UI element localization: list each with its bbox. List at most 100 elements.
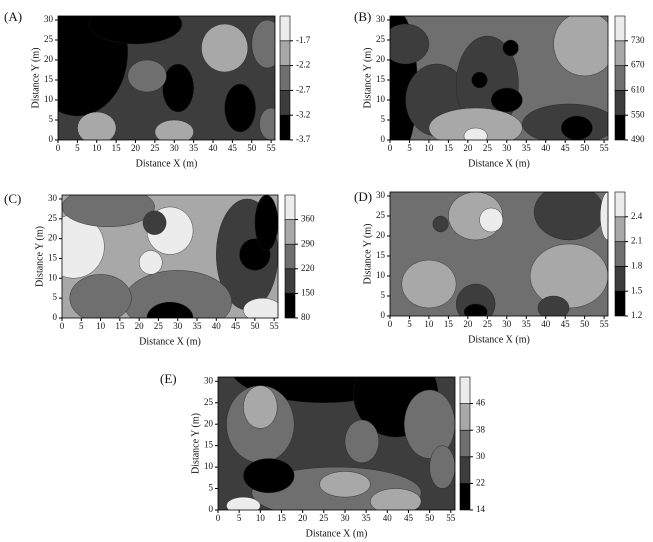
- contour-region: [226, 496, 261, 510]
- contour-region: [319, 471, 371, 498]
- y-tick-label: 20: [376, 230, 386, 240]
- y-tick-label: 30: [204, 375, 214, 385]
- colorbar-tick-label: -2.7: [296, 84, 311, 94]
- y-tick-label: 30: [376, 190, 386, 200]
- x-tick-label: 55: [600, 319, 610, 329]
- contour-region: [463, 303, 488, 316]
- x-tick-label: 10: [424, 319, 434, 329]
- contour-region: [432, 215, 449, 233]
- x-tick-label: 20: [463, 143, 473, 153]
- x-tick-label: 15: [444, 319, 454, 329]
- x-tick-label: 5: [237, 513, 242, 523]
- x-tick-label: 15: [444, 143, 454, 153]
- plot-frame: [389, 15, 609, 141]
- y-tick-label: 10: [376, 270, 386, 280]
- colorbar-bin: [614, 290, 626, 317]
- x-tick-label: 50: [580, 143, 590, 153]
- x-axis-label: Distance X (m): [468, 334, 530, 345]
- x-tick-label: 55: [270, 321, 280, 331]
- colorbar-tick-label: 38: [476, 424, 486, 434]
- contour-region: [142, 210, 167, 235]
- contour-region: [69, 274, 132, 318]
- y-axis-label: Distance Y (m): [190, 413, 201, 474]
- colorbar-tick-label: 490: [631, 134, 645, 144]
- panel-label: (B): [354, 9, 371, 24]
- y-tick-label: 0: [53, 312, 58, 322]
- colorbar-tick-label: -2.2: [296, 60, 310, 70]
- colorbar-bin: [284, 268, 296, 294]
- x-tick-label: 15: [115, 321, 125, 331]
- x-tick-label: 35: [193, 321, 203, 331]
- x-tick-label: 25: [154, 321, 164, 331]
- contour-panel: (C) 0 5 10 15 20 25 30 35 40 45 50 55 0 5 10 15 20 25 30 Dis…: [4, 191, 315, 347]
- x-tick-label: 40: [212, 321, 222, 331]
- contour-region: [254, 195, 278, 251]
- colorbar-tick-label: 14: [476, 504, 486, 514]
- contour-region: [77, 111, 117, 140]
- x-tick-label: 25: [150, 143, 160, 153]
- x-tick-label: 50: [580, 319, 590, 329]
- x-tick-label: 10: [424, 143, 434, 153]
- colorbar-bin: [284, 219, 296, 245]
- colorbar-bin: [614, 65, 626, 91]
- y-tick-label: 20: [376, 54, 386, 64]
- colorbar-tick-label: 730: [631, 35, 645, 45]
- contour-region: [154, 119, 194, 140]
- x-tick-label: 35: [522, 143, 532, 153]
- contour-region: [88, 16, 183, 45]
- colorbar-bin: [459, 483, 471, 511]
- colorbar-tick-label: -3.7: [296, 134, 311, 144]
- y-tick-label: 10: [44, 94, 54, 104]
- y-tick-label: 25: [48, 213, 58, 223]
- contour-region: [537, 295, 570, 316]
- x-tick-label: 0: [56, 143, 61, 153]
- plot-frame: [57, 15, 276, 141]
- colorbar-bin: [284, 243, 296, 270]
- y-axis-label: Distance Y (m): [30, 48, 41, 109]
- contour-region: [127, 59, 167, 93]
- contour-region: [224, 83, 256, 133]
- colorbar-bin: [279, 40, 291, 66]
- x-tick-label: 20: [135, 321, 145, 331]
- colorbar-bin: [284, 194, 296, 220]
- x-tick-label: 30: [502, 143, 512, 153]
- contour-panel: (E) 0 5 10 15 20 25 30 35 40 45 50 55 0 5 10 15 20 25 30 Dis…: [160, 371, 486, 539]
- colorbar-bin: [279, 65, 291, 91]
- y-tick-label: 20: [48, 233, 58, 243]
- colorbar-tick-label: 290: [301, 238, 315, 248]
- contour-region: [162, 63, 194, 113]
- colorbar-bin: [284, 293, 296, 319]
- colorbar-bin: [459, 376, 471, 404]
- colorbar-bin: [614, 90, 626, 116]
- x-tick-label: 35: [362, 513, 372, 523]
- colorbar-tick-label: 1.8: [631, 260, 643, 270]
- x-axis-label: Distance X (m): [306, 528, 368, 539]
- contour-area: [390, 192, 608, 316]
- x-tick-label: 25: [483, 319, 493, 329]
- contour-region: [390, 23, 430, 65]
- colorbar-tick-label: 46: [476, 398, 486, 408]
- colorbar-bin: [459, 429, 471, 458]
- x-tick-label: 25: [319, 513, 329, 523]
- x-tick-label: 0: [216, 513, 221, 523]
- y-tick-label: 15: [44, 74, 54, 84]
- colorbar-tick-label: 80: [301, 312, 311, 322]
- contour-region: [404, 389, 455, 459]
- y-tick-label: 20: [44, 54, 54, 64]
- y-tick-label: 20: [204, 418, 214, 428]
- contour-area: [218, 377, 455, 510]
- panel-label: (C): [4, 191, 21, 206]
- colorbar-bin: [279, 90, 291, 116]
- x-tick-label: 35: [522, 319, 532, 329]
- contour-area: [390, 16, 608, 140]
- contour-region: [243, 297, 278, 318]
- y-tick-label: 5: [49, 114, 54, 124]
- contour-region: [502, 39, 519, 57]
- contour-region: [471, 71, 488, 89]
- colorbar-tick-label: 22: [476, 477, 485, 487]
- y-tick-label: 0: [49, 134, 54, 144]
- x-tick-label: 30: [170, 143, 180, 153]
- colorbar-tick-label: 30: [476, 451, 486, 461]
- x-tick-label: 15: [112, 143, 122, 153]
